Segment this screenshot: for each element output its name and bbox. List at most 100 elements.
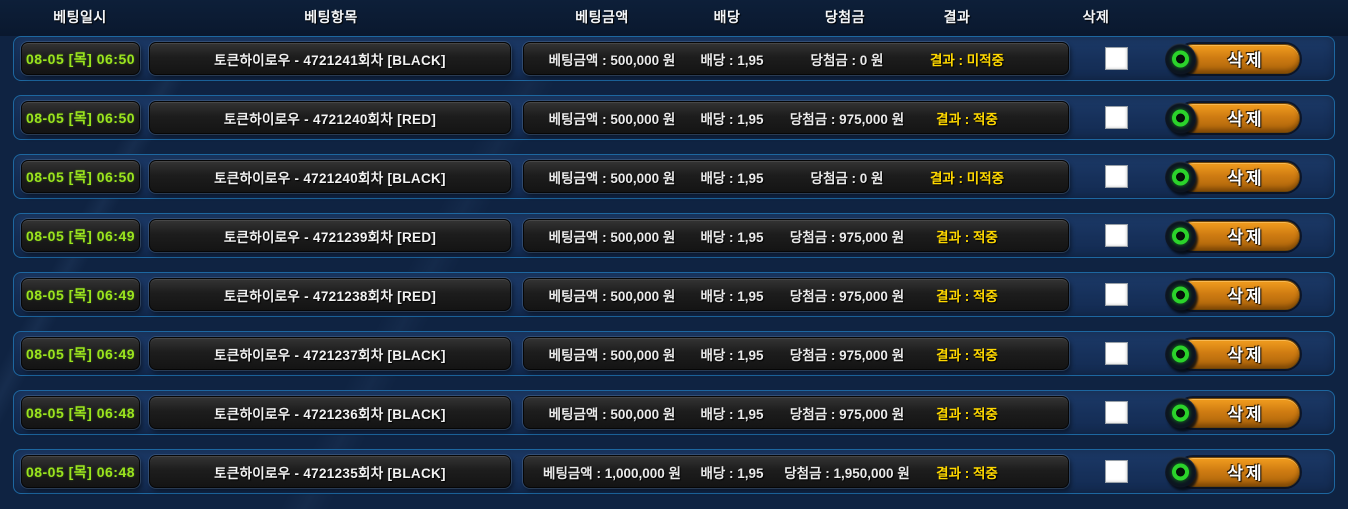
bet-amount-text: 베팅금액 : 500,000 원: [548, 347, 676, 363]
bet-datetime-badge: 08-05 [목] 06:48: [21, 455, 140, 488]
delete-button-pill: 삭제: [1178, 397, 1300, 428]
delete-button-label: 삭제: [1227, 110, 1265, 129]
delete-button-pill: 삭제: [1178, 220, 1300, 251]
table-row: 08-05 [목] 06:50 토큰하이로우 - 4721241회차 [BLAC…: [13, 36, 1335, 81]
bet-result-text: 결과 : 적중: [936, 347, 998, 363]
bet-datetime-badge: 08-05 [목] 06:49: [21, 337, 140, 370]
column-header-bet-item: 베팅항목: [304, 9, 358, 25]
delete-button-pill: 삭제: [1178, 456, 1300, 487]
row-select-checkbox[interactable]: [1105, 283, 1128, 306]
column-header-delete: 삭제: [1082, 9, 1110, 25]
bet-amount-text: 베팅금액 : 1,000,000 원: [543, 465, 681, 481]
row-select-checkbox[interactable]: [1105, 165, 1128, 188]
green-ring-icon: [1172, 109, 1189, 126]
green-indicator-knob-icon: [1165, 456, 1196, 487]
bet-info-panel: 베팅금액 : 500,000 원 배당 : 1,95 당첨금 : 0 원 결과 …: [523, 42, 1069, 75]
bet-prize-text: 당첨금 : 975,000 원: [789, 229, 905, 245]
bet-odds-text: 배당 : 1,95: [700, 406, 764, 422]
delete-button-pill: 삭제: [1178, 279, 1300, 310]
delete-button-label: 삭제: [1227, 51, 1265, 70]
column-header-result: 결과: [943, 9, 971, 25]
bet-result-text: 결과 : 적중: [936, 406, 998, 422]
bet-item-panel: 토큰하이로우 - 4721240회차 [BLACK]: [149, 160, 511, 193]
delete-button[interactable]: 삭제: [1165, 396, 1302, 430]
table-row: 08-05 [목] 06:49 토큰하이로우 - 4721239회차 [RED]…: [13, 213, 1335, 258]
bet-odds-text: 배당 : 1,95: [700, 111, 764, 127]
bet-prize-text: 당첨금 : 975,000 원: [789, 406, 905, 422]
delete-button[interactable]: 삭제: [1165, 455, 1302, 489]
column-header-bet-amount: 베팅금액: [575, 9, 629, 25]
bet-datetime-badge: 08-05 [목] 06:50: [21, 42, 140, 75]
bet-result-text: 결과 : 미적중: [929, 52, 1005, 68]
table-header: 베팅일시 베팅항목 베팅금액 배당 당첨금 결과 삭제: [0, 0, 1348, 36]
delete-button[interactable]: 삭제: [1165, 278, 1302, 312]
delete-button-label: 삭제: [1227, 405, 1265, 424]
row-select-checkbox[interactable]: [1105, 224, 1128, 247]
bet-datetime-badge: 08-05 [목] 06:49: [21, 278, 140, 311]
bet-amount-text: 베팅금액 : 500,000 원: [548, 229, 676, 245]
delete-button-label: 삭제: [1227, 287, 1265, 306]
delete-button[interactable]: 삭제: [1165, 160, 1302, 194]
green-ring-icon: [1172, 50, 1189, 67]
bet-history-list: 08-05 [목] 06:50 토큰하이로우 - 4721241회차 [BLAC…: [0, 36, 1348, 494]
row-select-checkbox[interactable]: [1105, 47, 1128, 70]
delete-button-label: 삭제: [1227, 464, 1265, 483]
delete-button-pill: 삭제: [1178, 338, 1300, 369]
bet-info-panel: 베팅금액 : 500,000 원 배당 : 1,95 당첨금 : 975,000…: [523, 278, 1069, 311]
green-indicator-knob-icon: [1165, 279, 1196, 310]
green-ring-icon: [1172, 463, 1189, 480]
bet-odds-text: 배당 : 1,95: [700, 347, 764, 363]
bet-item-panel: 토큰하이로우 - 4721240회차 [RED]: [149, 101, 511, 134]
column-header-prize: 당첨금: [824, 9, 866, 25]
row-select-checkbox[interactable]: [1105, 106, 1128, 129]
green-ring-icon: [1172, 227, 1189, 244]
bet-info-panel: 베팅금액 : 500,000 원 배당 : 1,95 당첨금 : 975,000…: [523, 396, 1069, 429]
row-select-checkbox[interactable]: [1105, 460, 1128, 483]
green-indicator-knob-icon: [1165, 397, 1196, 428]
bet-info-panel: 베팅금액 : 500,000 원 배당 : 1,95 당첨금 : 975,000…: [523, 219, 1069, 252]
bet-prize-text: 당첨금 : 975,000 원: [789, 111, 905, 127]
bet-item-panel: 토큰하이로우 - 4721239회차 [RED]: [149, 219, 511, 252]
table-row: 08-05 [목] 06:48 토큰하이로우 - 4721235회차 [BLAC…: [13, 449, 1335, 494]
bet-datetime-badge: 08-05 [목] 06:48: [21, 396, 140, 429]
row-select-checkbox[interactable]: [1105, 401, 1128, 424]
bet-prize-text: 당첨금 : 1,950,000 원: [784, 465, 910, 481]
green-ring-icon: [1172, 168, 1189, 185]
delete-button[interactable]: 삭제: [1165, 219, 1302, 253]
delete-button[interactable]: 삭제: [1165, 337, 1302, 371]
bet-info-panel: 베팅금액 : 500,000 원 배당 : 1,95 당첨금 : 0 원 결과 …: [523, 160, 1069, 193]
delete-button-label: 삭제: [1227, 346, 1265, 365]
table-row: 08-05 [목] 06:49 토큰하이로우 - 4721238회차 [RED]…: [13, 272, 1335, 317]
bet-datetime-badge: 08-05 [목] 06:49: [21, 219, 140, 252]
green-indicator-knob-icon: [1165, 161, 1196, 192]
bet-datetime-badge: 08-05 [목] 06:50: [21, 101, 140, 134]
bet-amount-text: 베팅금액 : 500,000 원: [548, 406, 676, 422]
bet-amount-text: 베팅금액 : 500,000 원: [548, 111, 676, 127]
bet-prize-text: 당첨금 : 975,000 원: [789, 347, 905, 363]
green-ring-icon: [1172, 404, 1189, 421]
delete-button[interactable]: 삭제: [1165, 101, 1302, 135]
bet-item-panel: 토큰하이로우 - 4721237회차 [BLACK]: [149, 337, 511, 370]
bet-info-panel: 베팅금액 : 500,000 원 배당 : 1,95 당첨금 : 975,000…: [523, 337, 1069, 370]
delete-button-pill: 삭제: [1178, 43, 1300, 74]
bet-odds-text: 배당 : 1,95: [700, 465, 764, 481]
bet-datetime-badge: 08-05 [목] 06:50: [21, 160, 140, 193]
bet-prize-text: 당첨금 : 0 원: [810, 52, 884, 68]
bet-prize-text: 당첨금 : 0 원: [810, 170, 884, 186]
green-indicator-knob-icon: [1165, 43, 1196, 74]
bet-result-text: 결과 : 적중: [936, 229, 998, 245]
green-indicator-knob-icon: [1165, 338, 1196, 369]
delete-button-pill: 삭제: [1178, 102, 1300, 133]
table-row: 08-05 [목] 06:50 토큰하이로우 - 4721240회차 [RED]…: [13, 95, 1335, 140]
bet-result-text: 결과 : 적중: [936, 288, 998, 304]
delete-button[interactable]: 삭제: [1165, 42, 1302, 76]
row-select-checkbox[interactable]: [1105, 342, 1128, 365]
bet-amount-text: 베팅금액 : 500,000 원: [548, 52, 676, 68]
bet-item-panel: 토큰하이로우 - 4721236회차 [BLACK]: [149, 396, 511, 429]
column-header-bet-datetime: 베팅일시: [53, 9, 107, 25]
green-indicator-knob-icon: [1165, 220, 1196, 251]
green-ring-icon: [1172, 286, 1189, 303]
table-row: 08-05 [목] 06:49 토큰하이로우 - 4721237회차 [BLAC…: [13, 331, 1335, 376]
bet-odds-text: 배당 : 1,95: [700, 52, 764, 68]
